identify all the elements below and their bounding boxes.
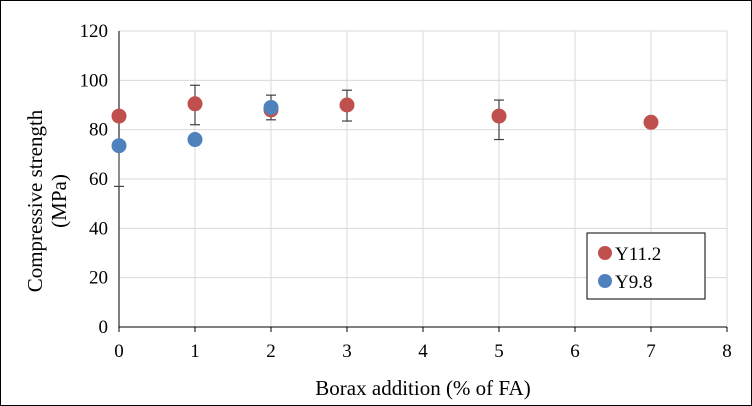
y-tick-label: 80 [89,120,108,141]
x-tick-label: 1 [190,341,200,362]
y-tick-label: 100 [80,70,109,91]
x-tick-label: 7 [646,341,656,362]
data-point-y11-2 [111,108,127,124]
y-tick-label: 0 [99,317,109,338]
x-tick-label: 2 [266,341,276,362]
legend: Y11.2 Y9.8 [586,232,706,300]
legend-label-y11-2: Y11.2 [615,244,661,265]
data-point-y9-8 [187,132,203,148]
legend-marker-y11-2 [598,246,612,260]
legend-marker-y9-8 [598,274,612,288]
x-tick-label: 4 [418,341,428,362]
data-point-y11-2 [491,108,507,124]
x-tick-label: 5 [494,341,504,362]
points-layer [111,96,659,154]
legend-box [586,232,706,300]
x-tick-label: 8 [722,341,732,362]
errorbar-layer [114,84,504,187]
y-axis-title-line-2: (MPa) [47,174,71,228]
tick-label-layer: 0 20 40 60 80 100 120 0 1 2 3 4 5 6 7 8 [80,21,732,362]
x-axis-title: Borax addition (% of FA) [315,376,530,400]
data-point-y11-2 [187,96,203,112]
data-point-y9-8 [263,99,279,115]
data-point-y11-2 [339,97,355,113]
y-axis-title-line-1: Compressive strength [23,109,47,292]
y-tick-label: 40 [89,218,108,239]
x-tick-label: 3 [342,341,352,362]
y-tick-label: 120 [80,21,109,42]
x-tick-label: 6 [570,341,580,362]
x-tick-label: 0 [114,341,124,362]
data-point-y11-2 [643,114,659,130]
y-tick-label: 20 [89,268,108,289]
legend-label-y9-8: Y9.8 [615,272,652,293]
data-point-y9-8 [111,138,127,154]
y-axis-title: Compressive strength (MPa) [23,109,71,292]
y-tick-label: 60 [89,169,108,190]
